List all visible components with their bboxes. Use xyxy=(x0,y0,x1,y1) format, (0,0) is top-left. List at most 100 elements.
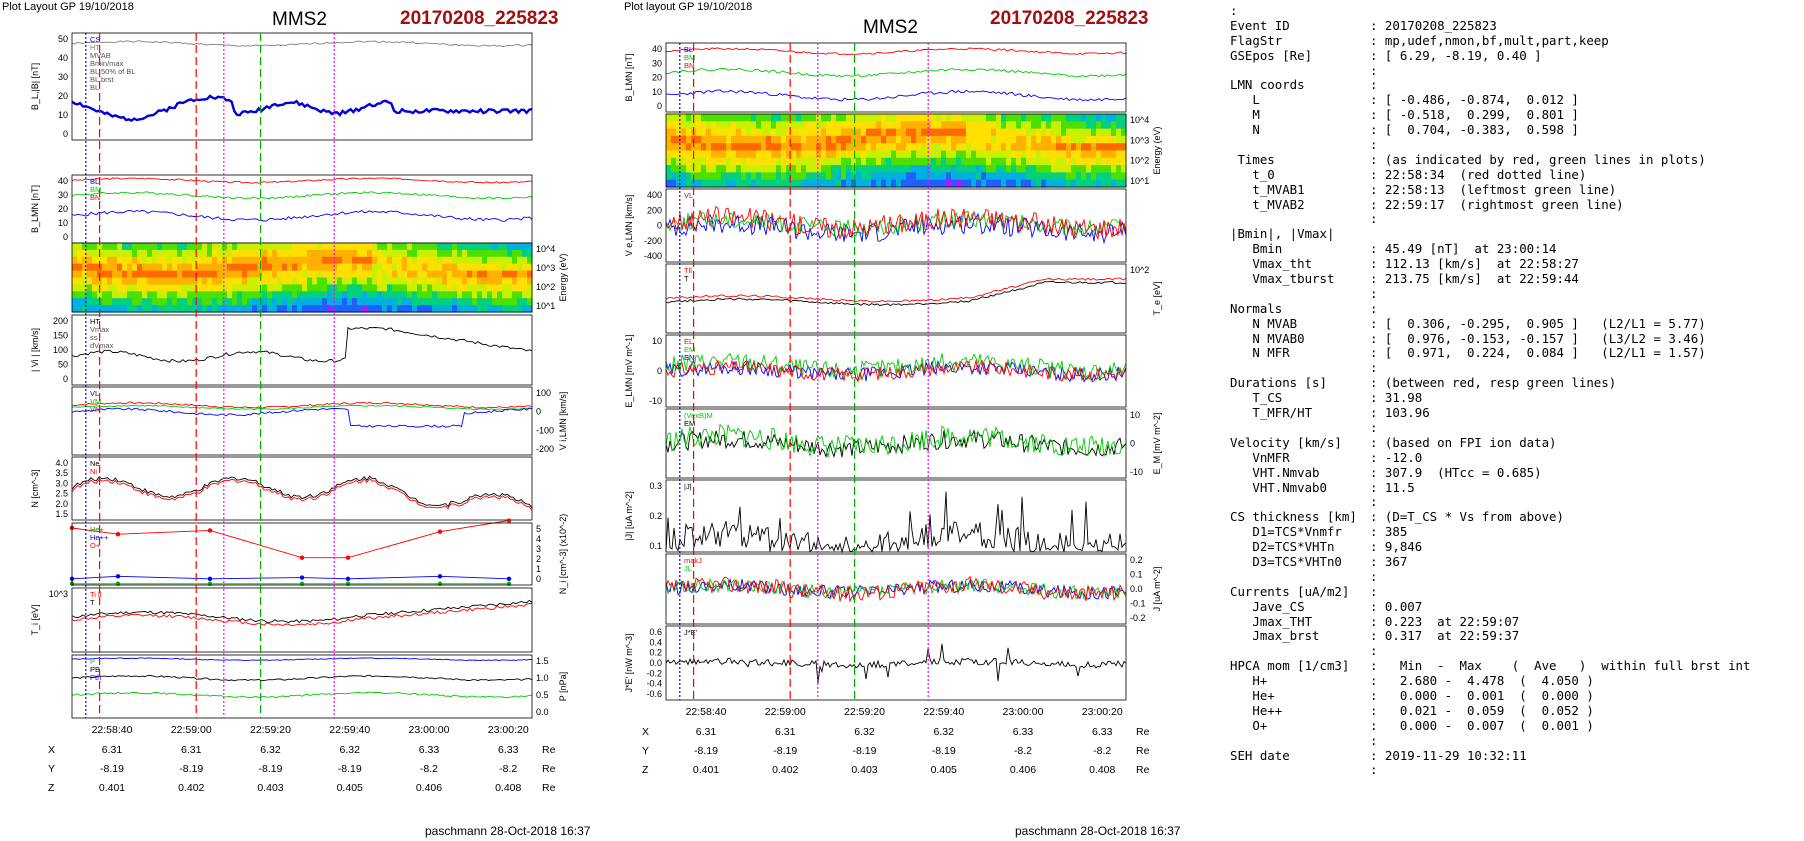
spectrogram-cell xyxy=(317,284,323,292)
spectrogram-cell xyxy=(1076,179,1082,188)
spectrogram-cell xyxy=(452,256,458,265)
spectrogram-cell xyxy=(507,284,513,292)
spectrogram-cell xyxy=(961,172,967,181)
spectrogram-cell xyxy=(851,135,857,144)
spectrogram-cell xyxy=(257,256,263,265)
spectrogram-cell xyxy=(756,121,762,130)
spectrogram-cell xyxy=(716,135,722,144)
time-tick-label: 23:00:00 xyxy=(409,724,450,736)
spectrogram-cell xyxy=(312,291,318,299)
spectrogram-cell xyxy=(971,150,977,159)
spectrogram-cell xyxy=(721,157,727,166)
spectrogram-cell xyxy=(741,121,747,130)
y-axis-label: B_LMN [nT] xyxy=(30,185,40,233)
spectrogram-cell xyxy=(671,135,677,144)
event-info-panel: : Event ID: 20170208_225823 FlagStr: mp,ud… xyxy=(1230,3,1802,834)
spectrogram-cell xyxy=(417,305,423,313)
spectrogram-cell xyxy=(252,277,258,285)
spectrogram-cell xyxy=(831,128,837,137)
spectrogram-cell xyxy=(92,284,98,292)
info-line: LMN coords: xyxy=(1230,78,1802,93)
spectrogram-cell xyxy=(127,243,133,251)
spectrogram-cell xyxy=(202,243,208,251)
spectrogram-cell xyxy=(372,263,378,272)
spectrogram-cell xyxy=(771,172,777,181)
spectrogram-cell xyxy=(392,249,398,258)
spectrogram-cell xyxy=(1111,143,1117,152)
spectrogram-cell xyxy=(891,172,897,181)
spectrogram-cell xyxy=(387,291,393,299)
spectrogram-cell xyxy=(122,256,128,265)
info-value: : [ 0.971, 0.224, 0.084 ] (L2/L1 = 1.57) xyxy=(1370,345,1706,361)
spectrogram-cell xyxy=(412,298,418,306)
spectrogram-cell xyxy=(387,277,393,285)
spectrogram-cell xyxy=(432,277,438,285)
spectrogram-cell xyxy=(197,249,203,258)
spectrogram-cell xyxy=(72,284,78,292)
spectrogram-cell xyxy=(262,291,268,299)
spectrogram-cell xyxy=(437,249,443,258)
spectrogram-cell xyxy=(1111,172,1117,181)
spectrogram-cell xyxy=(896,150,902,159)
spectrogram-cell xyxy=(1011,121,1017,130)
spectrogram-cell xyxy=(277,256,283,265)
spectrogram-cell xyxy=(147,277,153,285)
spectrogram-cell xyxy=(327,256,333,265)
spectrogram-cell xyxy=(297,249,303,258)
spectrogram-cell xyxy=(452,249,458,258)
spectrogram-cell xyxy=(247,256,253,265)
spectrogram-cell xyxy=(357,249,363,258)
spectrogram-cell xyxy=(1071,128,1077,137)
y-tick-label: 30 xyxy=(58,190,68,200)
spectrogram-cell xyxy=(916,128,922,137)
spectrogram-cell xyxy=(257,284,263,292)
spectrogram-cell xyxy=(876,143,882,152)
spectrogram-cell xyxy=(192,256,198,265)
series-line-ni xyxy=(71,475,533,509)
spectrogram-cell xyxy=(132,249,138,258)
spectrogram-cell xyxy=(102,256,108,265)
spectrogram-cell xyxy=(427,277,433,285)
spectrogram-cell xyxy=(77,270,83,279)
spectrogram-cell xyxy=(886,143,892,152)
spectrogram-cell xyxy=(497,291,503,299)
spectrogram-cell xyxy=(472,263,478,272)
spectrogram-cell xyxy=(322,256,328,265)
spectrogram-cell xyxy=(492,243,498,251)
spectrogram-cell xyxy=(442,249,448,258)
spectrogram-cell xyxy=(841,128,847,137)
spectrogram-cell xyxy=(412,291,418,299)
spectrogram-cell xyxy=(841,150,847,159)
spectrogram-cell xyxy=(861,114,867,122)
spectrogram-cell xyxy=(996,157,1002,166)
spectrogram-cell xyxy=(1031,114,1037,122)
spectrogram-cell xyxy=(1101,128,1107,137)
spectrogram-cell xyxy=(811,179,817,188)
spectrogram-cell xyxy=(527,249,533,258)
spectrogram-cell xyxy=(172,263,178,272)
info-value: : xyxy=(1370,300,1378,316)
spectrogram-cell xyxy=(721,150,727,159)
spectrogram-cell xyxy=(946,128,952,137)
ephem-unit: Re xyxy=(1136,764,1150,776)
spectrogram-cell xyxy=(901,150,907,159)
spectrogram-cell xyxy=(896,172,902,181)
y-tick-label: 40 xyxy=(58,176,68,186)
spectrogram-cell xyxy=(437,263,443,272)
spectrogram-cell xyxy=(497,270,503,279)
spectrogram-cell xyxy=(776,172,782,181)
spectrogram-cell xyxy=(916,150,922,159)
legend-entry: |J| xyxy=(684,482,692,491)
left-figure-footer: paschmann 28-Oct-2018 16:37 xyxy=(425,824,591,838)
spectrogram-cell xyxy=(1086,135,1092,144)
y-tick-label: 100 xyxy=(53,345,68,355)
spectrogram-cell xyxy=(1076,128,1082,137)
spectrogram-cell xyxy=(432,298,438,306)
series-line-pb xyxy=(71,674,533,682)
spectrogram-cell xyxy=(397,256,403,265)
spectrogram-cell xyxy=(117,305,123,313)
spectrogram-cell xyxy=(1116,165,1122,173)
spectrogram-cell xyxy=(82,298,88,306)
spectrogram-cell xyxy=(162,249,168,258)
spectrogram-cell xyxy=(761,114,767,122)
